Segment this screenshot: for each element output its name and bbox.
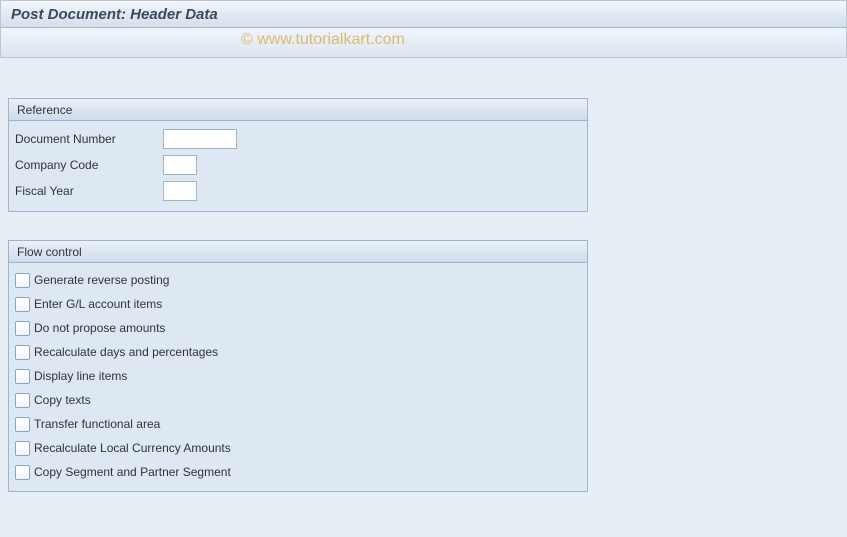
- toolbar: © www.tutorialkart.com: [0, 28, 847, 58]
- document-number-input[interactable]: [163, 129, 237, 149]
- checkbox-do-not-propose-amounts[interactable]: [15, 321, 30, 336]
- checkbox-label: Do not propose amounts: [34, 321, 165, 335]
- checkbox-label: Copy Segment and Partner Segment: [34, 465, 231, 479]
- checkbox-label: Recalculate Local Currency Amounts: [34, 441, 231, 455]
- checkbox-recalculate-local-currency[interactable]: [15, 441, 30, 456]
- check-row-transfer-functional-area: Transfer functional area: [15, 413, 581, 435]
- checkbox-transfer-functional-area[interactable]: [15, 417, 30, 432]
- check-row-do-not-propose-amounts: Do not propose amounts: [15, 317, 581, 339]
- flow-control-group-header: Flow control: [9, 241, 587, 263]
- check-row-enter-gl-account-items: Enter G/L account items: [15, 293, 581, 315]
- fiscal-year-label: Fiscal Year: [15, 184, 163, 198]
- company-code-input[interactable]: [163, 155, 197, 175]
- check-row-recalculate-days-percentages: Recalculate days and percentages: [15, 341, 581, 363]
- checkbox-label: Transfer functional area: [34, 417, 160, 431]
- checkbox-label: Display line items: [34, 369, 127, 383]
- content-area: Reference Document Number Company Code F…: [0, 58, 847, 528]
- checkbox-label: Recalculate days and percentages: [34, 345, 218, 359]
- checkbox-enter-gl-account-items[interactable]: [15, 297, 30, 312]
- fiscal-year-row: Fiscal Year: [15, 179, 581, 203]
- check-row-copy-segment: Copy Segment and Partner Segment: [15, 461, 581, 483]
- checkbox-copy-texts[interactable]: [15, 393, 30, 408]
- checkbox-generate-reverse-posting[interactable]: [15, 273, 30, 288]
- checkbox-recalculate-days-percentages[interactable]: [15, 345, 30, 360]
- check-row-recalculate-local-currency: Recalculate Local Currency Amounts: [15, 437, 581, 459]
- checkbox-copy-segment[interactable]: [15, 465, 30, 480]
- flow-control-group: Flow control Generate reverse posting En…: [8, 240, 588, 492]
- reference-group-title: Reference: [17, 103, 72, 117]
- checkbox-display-line-items[interactable]: [15, 369, 30, 384]
- document-number-label: Document Number: [15, 132, 163, 146]
- flow-control-group-title: Flow control: [17, 245, 82, 259]
- fiscal-year-input[interactable]: [163, 181, 197, 201]
- reference-group-header: Reference: [9, 99, 587, 121]
- company-code-label: Company Code: [15, 158, 163, 172]
- checkbox-label: Enter G/L account items: [34, 297, 162, 311]
- company-code-row: Company Code: [15, 153, 581, 177]
- check-row-display-line-items: Display line items: [15, 365, 581, 387]
- flow-control-group-body: Generate reverse posting Enter G/L accou…: [9, 263, 587, 491]
- check-row-generate-reverse-posting: Generate reverse posting: [15, 269, 581, 291]
- reference-group: Reference Document Number Company Code F…: [8, 98, 588, 212]
- window-title-bar: Post Document: Header Data: [0, 0, 847, 28]
- checkbox-label: Generate reverse posting: [34, 273, 169, 287]
- checkbox-label: Copy texts: [34, 393, 91, 407]
- window-title: Post Document: Header Data: [11, 6, 218, 23]
- watermark-text: © www.tutorialkart.com: [241, 31, 405, 49]
- document-number-row: Document Number: [15, 127, 581, 151]
- check-row-copy-texts: Copy texts: [15, 389, 581, 411]
- reference-group-body: Document Number Company Code Fiscal Year: [9, 121, 587, 211]
